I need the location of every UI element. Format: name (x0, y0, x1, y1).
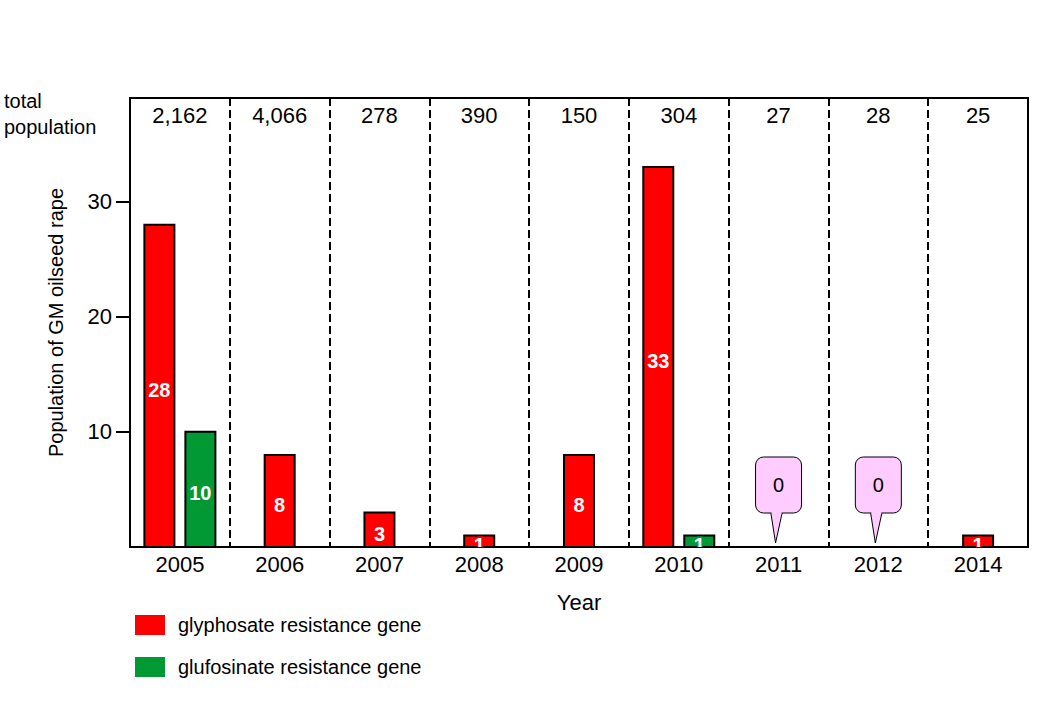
svg-text:2006: 2006 (255, 552, 304, 577)
svg-text:27: 27 (766, 103, 790, 128)
svg-text:2007: 2007 (355, 552, 404, 577)
svg-text:2011: 2011 (755, 552, 802, 577)
svg-text:2005: 2005 (155, 552, 204, 577)
svg-text:Population of GM oilseed rape: Population of GM oilseed rape (45, 188, 67, 457)
svg-text:1: 1 (474, 534, 485, 556)
svg-text:4,066: 4,066 (252, 103, 307, 128)
svg-text:10: 10 (189, 482, 211, 504)
svg-text:28: 28 (148, 379, 170, 401)
svg-text:2012: 2012 (854, 552, 903, 577)
svg-text:278: 278 (361, 103, 398, 128)
svg-text:20: 20 (88, 304, 112, 329)
svg-text:8: 8 (274, 494, 285, 516)
svg-text:1: 1 (694, 534, 705, 556)
svg-text:2009: 2009 (555, 552, 604, 577)
svg-text:33: 33 (647, 350, 669, 372)
svg-text:10: 10 (88, 419, 112, 444)
svg-text:1: 1 (973, 534, 984, 556)
svg-text:2014: 2014 (954, 552, 1003, 577)
svg-text:30: 30 (88, 189, 112, 214)
svg-text:Year: Year (557, 590, 601, 615)
svg-text:0: 0 (873, 474, 884, 496)
svg-text:glufosinate resistance gene: glufosinate resistance gene (178, 656, 422, 678)
svg-text:25: 25 (966, 103, 990, 128)
svg-text:2010: 2010 (654, 552, 703, 577)
svg-text:glyphosate resistance gene: glyphosate resistance gene (178, 614, 422, 636)
svg-text:390: 390 (461, 103, 498, 128)
svg-text:8: 8 (573, 494, 584, 516)
svg-text:150: 150 (561, 103, 598, 128)
svg-text:0: 0 (773, 474, 784, 496)
svg-text:2,162: 2,162 (152, 103, 207, 128)
svg-text:28: 28 (866, 103, 890, 128)
svg-text:2008: 2008 (455, 552, 504, 577)
svg-text:304: 304 (660, 103, 697, 128)
svg-text:population: population (4, 116, 96, 138)
svg-text:3: 3 (374, 523, 385, 545)
svg-text:total: total (4, 90, 42, 112)
